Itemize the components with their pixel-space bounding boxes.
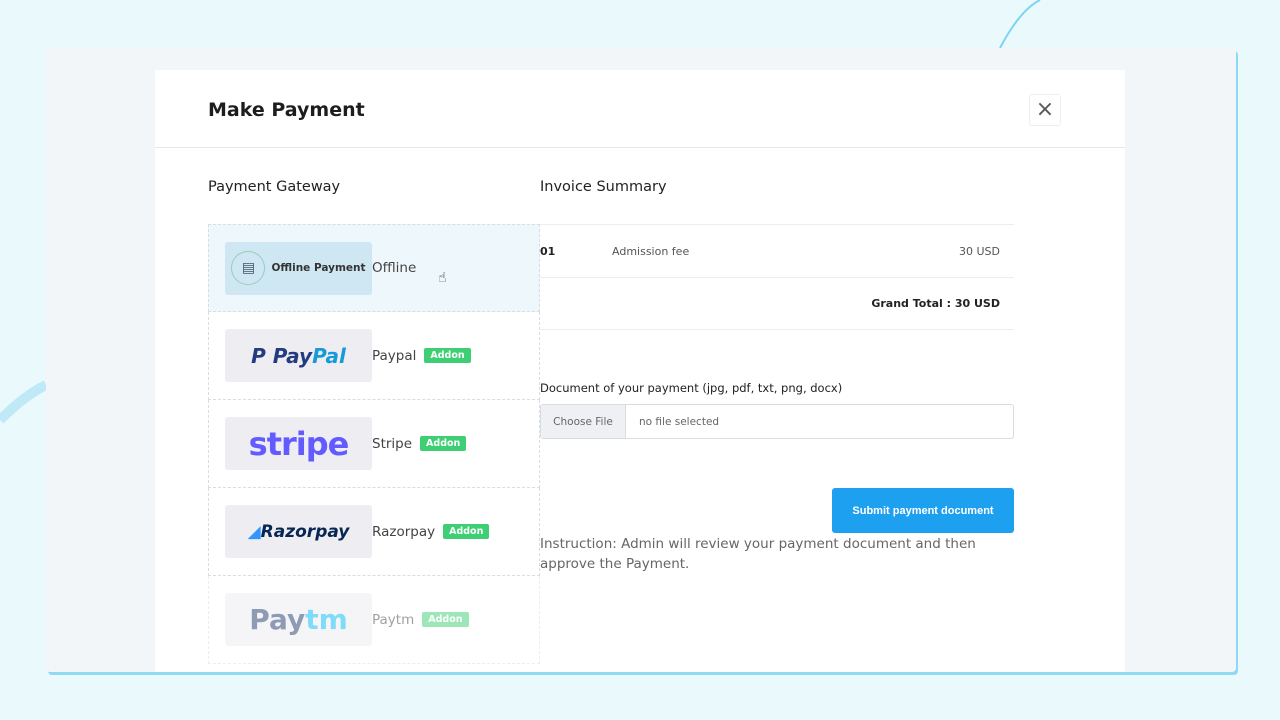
file-status: no file selected [639, 415, 720, 428]
cash-icon: ▤ [231, 251, 266, 285]
gateway-label: Offline [372, 260, 417, 276]
upload-label: Document of your payment (jpg, pdf, txt,… [540, 381, 843, 395]
choose-file-button[interactable]: Choose File [541, 405, 626, 438]
gateway-heading: Payment Gateway [208, 179, 341, 195]
razorpay-logo: ◢Razorpay [225, 505, 372, 558]
gateway-item-paypal[interactable]: P PayPal Paypal Addon [208, 312, 540, 400]
invoice-heading: Invoice Summary [540, 179, 667, 195]
gateway-item-offline[interactable]: ▤ Offline Payment Offline [208, 224, 540, 312]
gateway-label: Paytm [372, 611, 415, 628]
addon-badge: Addon [420, 436, 467, 451]
invoice-table: 01 Admission fee 30 USD Grand Total : 30… [540, 224, 1014, 330]
make-payment-modal: Make Payment × Payment Gateway Invoice S… [155, 70, 1125, 672]
modal-title: Make Payment [208, 99, 365, 121]
grand-total: Grand Total : 30 USD [540, 277, 1014, 330]
hand-cursor-icon: ☝ [438, 270, 447, 286]
paytm-logo: Paytm [225, 593, 372, 646]
file-input[interactable]: Choose File no file selected [540, 404, 1014, 439]
paypal-logo: P PayPal [225, 329, 372, 382]
submit-payment-button[interactable]: Submit payment document [832, 488, 1014, 533]
gateway-label: Stripe [372, 435, 413, 452]
offline-payment-logo: ▤ Offline Payment [225, 241, 372, 295]
instruction-text: Instruction: Admin will review your paym… [540, 536, 976, 572]
addon-badge: Addon [424, 348, 471, 363]
addon-badge: Addon [443, 524, 490, 539]
invoice-row: 01 Admission fee 30 USD [540, 224, 1014, 277]
gateway-label: Razorpay [372, 523, 436, 540]
addon-badge: Addon [422, 612, 469, 627]
modal-header: Make Payment × [155, 70, 1125, 148]
gateway-list: ▤ Offline Payment Offline P PayPal Paypa… [208, 224, 540, 664]
gateway-item-paytm[interactable]: Paytm Paytm Addon [208, 576, 540, 664]
stripe-logo: stripe [225, 417, 372, 470]
close-icon[interactable]: × [1029, 94, 1061, 126]
gateway-label: Paypal [372, 347, 417, 364]
gateway-item-stripe[interactable]: stripe Stripe Addon [208, 400, 540, 488]
gateway-item-razorpay[interactable]: ◢Razorpay Razorpay Addon [208, 488, 540, 576]
